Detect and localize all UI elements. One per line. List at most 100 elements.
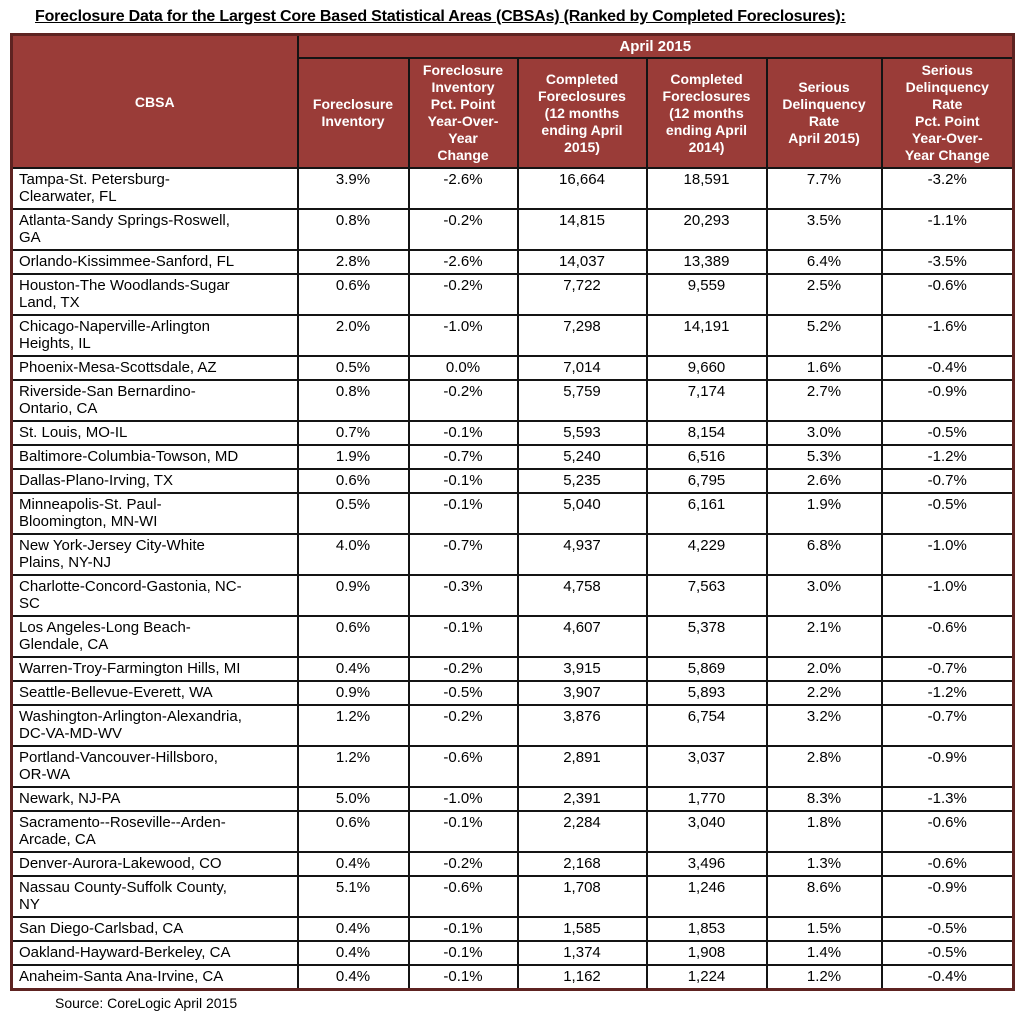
cbsa-cell: Sacramento--Roseville--Arden- Arcade, CA [10, 810, 299, 853]
column-header-serious-delinquency-rate-yoy-change: Serious Delinquency Rate Pct. Point Year… [880, 57, 1015, 169]
fi-yoy-change-cell: -0.2% [407, 379, 519, 422]
sdr-cell: 6.4% [765, 249, 883, 275]
cbsa-cell: Los Angeles-Long Beach- Glendale, CA [10, 615, 299, 658]
sdr-cell: 3.0% [765, 420, 883, 446]
table-row: Baltimore-Columbia-Towson, MD 1.9% -0.7% 5,… [10, 444, 1015, 470]
fi-yoy-change-cell: -0.2% [407, 851, 519, 877]
sdr-yoy-change-cell: -0.4% [880, 964, 1015, 991]
foreclosure-inventory-cell: 0.9% [296, 680, 410, 706]
sdr-yoy-change-cell: -0.7% [880, 468, 1015, 494]
sdr-cell: 1.9% [765, 492, 883, 535]
foreclosure-inventory-cell: 1.2% [296, 704, 410, 747]
foreclosure-inventory-cell: 0.7% [296, 420, 410, 446]
completed-2015-cell: 4,758 [516, 574, 648, 617]
sdr-cell: 2.1% [765, 615, 883, 658]
table-row: Orlando-Kissimmee-Sanford, FL 2.8% -2.6% 14… [10, 249, 1015, 275]
sdr-yoy-change-cell: -1.1% [880, 208, 1015, 251]
sdr-cell: 1.8% [765, 810, 883, 853]
completed-2014-cell: 3,496 [645, 851, 768, 877]
cbsa-cell: Portland-Vancouver-Hillsboro, OR-WA [10, 745, 299, 788]
foreclosure-inventory-cell: 3.9% [296, 167, 410, 210]
table-row: Atlanta-Sandy Springs-Roswell, GA 0.8% -0.… [10, 208, 1015, 251]
completed-2015-cell: 2,891 [516, 745, 648, 788]
sdr-yoy-change-cell: -0.5% [880, 420, 1015, 446]
completed-2014-cell: 9,559 [645, 273, 768, 316]
cbsa-cell: Phoenix-Mesa-Scottsdale, AZ [10, 355, 299, 381]
table-row: New York-Jersey City-White Plains, NY-NJ… [10, 533, 1015, 576]
table-row: Phoenix-Mesa-Scottsdale, AZ 0.5% 0.0% 7,014… [10, 355, 1015, 381]
completed-2014-cell: 1,224 [645, 964, 768, 991]
table-row: Oakland-Hayward-Berkeley, CA 0.4% -0.1% 1,3… [10, 940, 1015, 966]
completed-2014-cell: 4,229 [645, 533, 768, 576]
completed-2014-cell: 13,389 [645, 249, 768, 275]
sdr-cell: 8.3% [765, 786, 883, 812]
completed-2015-cell: 3,915 [516, 656, 648, 682]
sdr-cell: 3.0% [765, 574, 883, 617]
sdr-cell: 2.6% [765, 468, 883, 494]
completed-2015-cell: 3,876 [516, 704, 648, 747]
sdr-cell: 5.3% [765, 444, 883, 470]
cbsa-cell: San Diego-Carlsbad, CA [10, 916, 299, 942]
table-row: Warren-Troy-Farmington Hills, MI 0.4% -0.2… [10, 656, 1015, 682]
cbsa-cell: Chicago-Naperville-Arlington Heights, IL [10, 314, 299, 357]
sdr-cell: 8.6% [765, 875, 883, 918]
sdr-yoy-change-cell: -0.5% [880, 940, 1015, 966]
table-row: Charlotte-Concord-Gastonia, NC- SC 0.9% -0… [10, 574, 1015, 617]
completed-2014-cell: 7,563 [645, 574, 768, 617]
sdr-yoy-change-cell: -1.6% [880, 314, 1015, 357]
completed-2015-cell: 1,585 [516, 916, 648, 942]
table-row: Los Angeles-Long Beach- Glendale, CA 0.6%… [10, 615, 1015, 658]
completed-2014-cell: 14,191 [645, 314, 768, 357]
foreclosure-inventory-cell: 5.0% [296, 786, 410, 812]
sdr-yoy-change-cell: -1.0% [880, 533, 1015, 576]
table-row: Seattle-Bellevue-Everett, WA 0.9% -0.5% 3,9… [10, 680, 1015, 706]
fi-yoy-change-cell: -0.6% [407, 875, 519, 918]
column-header-completed-foreclosures-2015: Completed Foreclosures (12 months ending… [516, 57, 648, 169]
sdr-cell: 1.3% [765, 851, 883, 877]
fi-yoy-change-cell: -0.1% [407, 810, 519, 853]
sdr-yoy-change-cell: -3.5% [880, 249, 1015, 275]
table-row: St. Louis, MO-IL 0.7% -0.1% 5,593 8,154 3.0% -… [10, 420, 1015, 446]
period-header-row: CBSA April 2015 [10, 33, 1015, 169]
completed-2014-cell: 6,754 [645, 704, 768, 747]
completed-2014-cell: 5,869 [645, 656, 768, 682]
foreclosure-inventory-cell: 2.8% [296, 249, 410, 275]
cbsa-cell: Warren-Troy-Farmington Hills, MI [10, 656, 299, 682]
fi-yoy-change-cell: -2.6% [407, 249, 519, 275]
sdr-cell: 2.2% [765, 680, 883, 706]
completed-2015-cell: 16,664 [516, 167, 648, 210]
column-header-foreclosure-inventory-yoy-change: Foreclosure Inventory Pct. Point Year-Ov… [407, 57, 519, 169]
completed-2015-cell: 3,907 [516, 680, 648, 706]
sdr-yoy-change-cell: -0.7% [880, 704, 1015, 747]
fi-yoy-change-cell: -0.2% [407, 208, 519, 251]
fi-yoy-change-cell: -0.7% [407, 533, 519, 576]
completed-2015-cell: 1,162 [516, 964, 648, 991]
foreclosure-inventory-cell: 0.5% [296, 355, 410, 381]
sdr-cell: 1.6% [765, 355, 883, 381]
fi-yoy-change-cell: -0.1% [407, 916, 519, 942]
table-body: Tampa-St. Petersburg- Clearwater, FL 3.9%… [10, 167, 1015, 991]
completed-2014-cell: 6,795 [645, 468, 768, 494]
completed-2015-cell: 5,240 [516, 444, 648, 470]
sdr-cell: 1.5% [765, 916, 883, 942]
table-row: Anaheim-Santa Ana-Irvine, CA 0.4% -0.1% 1,1… [10, 964, 1015, 991]
sdr-cell: 2.7% [765, 379, 883, 422]
table-row: Newark, NJ-PA 5.0% -1.0% 2,391 1,770 8.3% -1.3… [10, 786, 1015, 812]
column-header-cbsa: CBSA [10, 33, 299, 169]
completed-2014-cell: 6,516 [645, 444, 768, 470]
completed-2014-cell: 6,161 [645, 492, 768, 535]
fi-yoy-change-cell: -1.0% [407, 786, 519, 812]
cbsa-cell: Charlotte-Concord-Gastonia, NC- SC [10, 574, 299, 617]
sdr-cell: 3.5% [765, 208, 883, 251]
completed-2014-cell: 3,037 [645, 745, 768, 788]
source-note: Source: CoreLogic April 2015 [55, 995, 238, 1011]
sdr-cell: 6.8% [765, 533, 883, 576]
foreclosure-inventory-cell: 0.6% [296, 468, 410, 494]
foreclosure-table: CBSA April 2015 Foreclosure Inventory Fo… [10, 33, 1016, 991]
completed-2015-cell: 5,759 [516, 379, 648, 422]
cbsa-cell: Oakland-Hayward-Berkeley, CA [10, 940, 299, 966]
cbsa-cell: Atlanta-Sandy Springs-Roswell, GA [10, 208, 299, 251]
fi-yoy-change-cell: -0.1% [407, 468, 519, 494]
cbsa-cell: Washington-Arlington-Alexandria, DC-VA-M… [10, 704, 299, 747]
